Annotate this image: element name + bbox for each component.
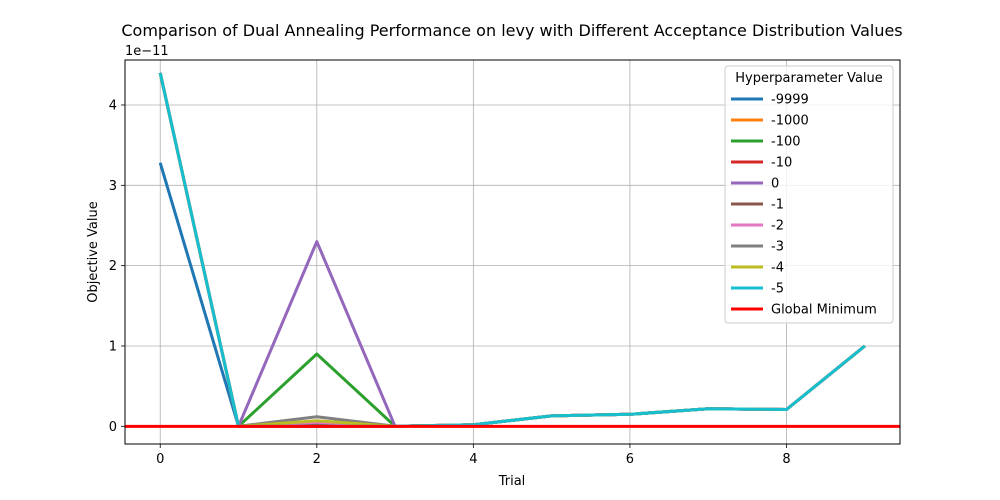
legend-title: Hyperparameter Value bbox=[735, 71, 883, 86]
y-tick-label: 0 bbox=[109, 420, 117, 435]
legend-entry-label: -10 bbox=[771, 156, 792, 171]
legend-entry-label: -100 bbox=[771, 135, 801, 150]
legend-entry-label: -9999 bbox=[771, 93, 809, 108]
x-axis: 0 2 4 6 8 bbox=[156, 444, 791, 467]
x-tick-label: 6 bbox=[626, 452, 634, 467]
y-offset-label: 1e−11 bbox=[125, 44, 169, 59]
legend-entry-label: 0 bbox=[771, 177, 779, 192]
y-tick-label: 1 bbox=[109, 339, 117, 354]
legend-entry-label: -4 bbox=[771, 261, 784, 276]
legend-entry-label: -5 bbox=[771, 282, 784, 297]
y-axis: 0 1 2 3 4 bbox=[109, 98, 125, 435]
legend-entry-label: -2 bbox=[771, 219, 784, 234]
y-tick-label: 3 bbox=[109, 179, 117, 194]
plot-frame bbox=[124, 59, 901, 445]
legend: Hyperparameter Value -9999-1000-100-100-… bbox=[724, 65, 894, 324]
y-tick-label: 2 bbox=[109, 259, 117, 274]
chart-title: Comparison of Dual Annealing Performance… bbox=[121, 21, 902, 40]
y-axis-label: Objective Value bbox=[86, 201, 101, 302]
x-axis-label: Trial bbox=[498, 474, 526, 489]
plot-area bbox=[125, 72, 900, 428]
x-tick-label: 8 bbox=[782, 452, 790, 467]
x-tick-label: 4 bbox=[469, 452, 477, 467]
y-tick-label: 4 bbox=[109, 98, 117, 113]
legend-entry-label: -1 bbox=[771, 198, 784, 213]
legend-entry-label: -3 bbox=[771, 240, 784, 255]
legend-entry-label: Global Minimum bbox=[771, 303, 877, 318]
legend-entry-label: -1000 bbox=[771, 114, 809, 129]
legend-frame bbox=[724, 65, 894, 324]
x-tick-label: 0 bbox=[156, 452, 164, 467]
x-tick-label: 2 bbox=[313, 452, 321, 467]
